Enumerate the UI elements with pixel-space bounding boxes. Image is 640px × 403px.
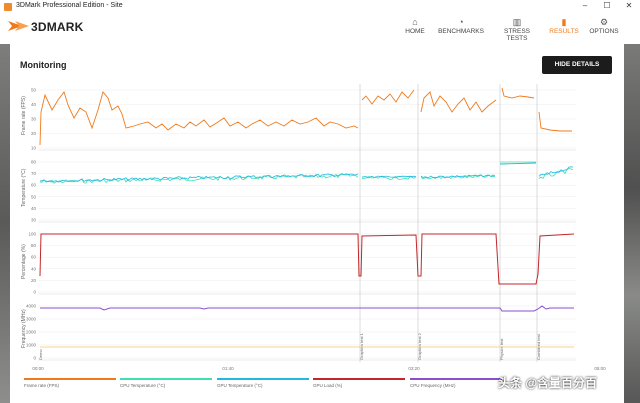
gpu-temperature-line bbox=[39, 173, 359, 183]
watermark: 头条 @含量百分百 bbox=[498, 374, 597, 391]
legend-item[interactable]: GPU Load (%) bbox=[313, 378, 405, 396]
y-tick-label: 20 bbox=[31, 278, 37, 283]
y-tick-label: 1000 bbox=[26, 343, 37, 348]
y-tick-label: 80 bbox=[31, 243, 37, 248]
test-marker-label: Graphics test 2 bbox=[417, 332, 422, 360]
x-tick-label: 00:00 bbox=[32, 366, 44, 371]
frame-rate-line bbox=[39, 91, 359, 146]
nav-results[interactable]: ▮ RESULTS bbox=[547, 17, 581, 35]
nav-home[interactable]: ⌂ HOME bbox=[401, 17, 429, 35]
nav-results-label: RESULTS bbox=[549, 28, 579, 35]
y-tick-label: 10 bbox=[31, 146, 37, 151]
legend-item[interactable]: CPU Frequency (MHz) bbox=[410, 378, 502, 396]
cpu-frequency-line bbox=[40, 305, 574, 312]
nav-home-label: HOME bbox=[405, 28, 425, 35]
x-tick-label: 05:00 bbox=[594, 366, 606, 371]
legend-label: GPU Temperature (°C) bbox=[217, 383, 263, 388]
legend-label: CPU Frequency (MHz) bbox=[410, 383, 456, 388]
nav-options[interactable]: ⚙ OPTIONS bbox=[587, 17, 621, 35]
legend-item[interactable]: GPU Temperature (°C) bbox=[217, 378, 309, 396]
y-tick-label: 40 bbox=[31, 266, 37, 271]
nav-stress-tests[interactable]: ▥ STRESS TESTS bbox=[493, 17, 541, 42]
minimize-icon[interactable]: – bbox=[582, 1, 588, 10]
y-axis-label: Percentage (%) bbox=[21, 244, 27, 279]
desktop-background-right bbox=[624, 44, 640, 403]
legend-color-bar bbox=[410, 378, 502, 380]
chart-icon: ▮ bbox=[561, 17, 567, 27]
cpu-temperature-line bbox=[361, 175, 417, 180]
y-tick-label: 100 bbox=[28, 232, 36, 237]
frame-rate-line bbox=[501, 87, 535, 99]
nav-options-label: OPTIONS bbox=[589, 28, 619, 35]
frame-rate-line bbox=[538, 111, 572, 132]
y-tick-label: 40 bbox=[31, 102, 37, 107]
x-tick-label: 03:20 bbox=[408, 366, 420, 371]
3dmark-logo-icon bbox=[8, 21, 29, 31]
y-axis-label: Temperature (°C) bbox=[21, 168, 27, 207]
y-tick-label: 40 bbox=[31, 206, 37, 211]
gauge-icon: ◔ bbox=[458, 17, 464, 27]
legend-item[interactable]: CPU Temperature (°C) bbox=[120, 378, 212, 396]
legend-color-bar bbox=[313, 378, 405, 380]
gpu-temperature-line bbox=[538, 166, 574, 177]
bars-icon: ▥ bbox=[512, 17, 522, 27]
y-axis-label: Frequency (MHz) bbox=[21, 309, 27, 348]
y-tick-label: 50 bbox=[31, 88, 37, 93]
desktop-background-left bbox=[0, 44, 10, 403]
y-tick-label: 50 bbox=[31, 194, 37, 199]
y-tick-label: 2000 bbox=[26, 330, 37, 335]
nav-benchmarks-label: BENCHMARKS bbox=[438, 28, 484, 35]
legend-label: Frame rate (FPS) bbox=[24, 383, 60, 388]
app-header bbox=[0, 14, 640, 44]
legend-label: GPU Load (%) bbox=[313, 383, 343, 388]
y-tick-label: 60 bbox=[31, 183, 37, 188]
hide-details-button[interactable]: HIDE DETAILS bbox=[542, 56, 612, 74]
gear-icon: ⚙ bbox=[599, 17, 609, 27]
y-tick-label: 80 bbox=[31, 160, 37, 165]
monitoring-title: Monitoring bbox=[20, 60, 67, 70]
x-tick-label: 01:40 bbox=[222, 366, 234, 371]
gpu-load-line bbox=[39, 233, 575, 285]
window-title: 3DMark Professional Edition - Site bbox=[16, 2, 123, 9]
y-axis-label: Frame rate (FPS) bbox=[21, 96, 27, 135]
legend-color-bar bbox=[24, 378, 116, 380]
watermark-text: 头条 @含量百分百 bbox=[498, 376, 598, 390]
y-tick-label: 60 bbox=[31, 255, 37, 260]
test-marker-label: Graphics test 1 bbox=[359, 332, 364, 360]
maximize-icon[interactable]: ☐ bbox=[603, 1, 611, 10]
test-marker-label: Demo bbox=[38, 349, 43, 360]
y-tick-label: 20 bbox=[31, 131, 37, 136]
app-icon bbox=[4, 3, 12, 11]
nav-benchmarks[interactable]: ◔ BENCHMARKS bbox=[436, 17, 486, 35]
close-icon[interactable]: ✕ bbox=[625, 1, 633, 10]
y-tick-label: 30 bbox=[31, 218, 37, 223]
legend-color-bar bbox=[120, 378, 212, 380]
test-marker-label: Physics test bbox=[499, 338, 504, 360]
legend-item[interactable]: Frame rate (FPS) bbox=[24, 378, 116, 396]
results-panel bbox=[10, 44, 624, 403]
y-tick-label: 3000 bbox=[26, 317, 37, 322]
app-logo-text: 3DMARK bbox=[31, 20, 84, 34]
y-tick-label: 0 bbox=[33, 290, 36, 295]
nav-stress-tests-label: STRESS TESTS bbox=[503, 28, 530, 42]
y-tick-label: 4000 bbox=[26, 304, 37, 309]
y-tick-label: 70 bbox=[31, 171, 37, 176]
cpu-temperature-line bbox=[39, 173, 359, 184]
home-icon: ⌂ bbox=[412, 17, 418, 27]
frame-rate-line bbox=[361, 89, 415, 105]
frame-rate-line bbox=[420, 91, 497, 113]
legend-color-bar bbox=[217, 378, 309, 380]
gpu-temperature-line bbox=[420, 174, 496, 179]
gpu-temperature-line bbox=[361, 175, 417, 179]
legend-label: CPU Temperature (°C) bbox=[120, 383, 166, 388]
y-tick-label: 30 bbox=[31, 117, 37, 122]
y-tick-label: 0 bbox=[33, 356, 36, 361]
gpu-temperature-line bbox=[499, 162, 537, 165]
